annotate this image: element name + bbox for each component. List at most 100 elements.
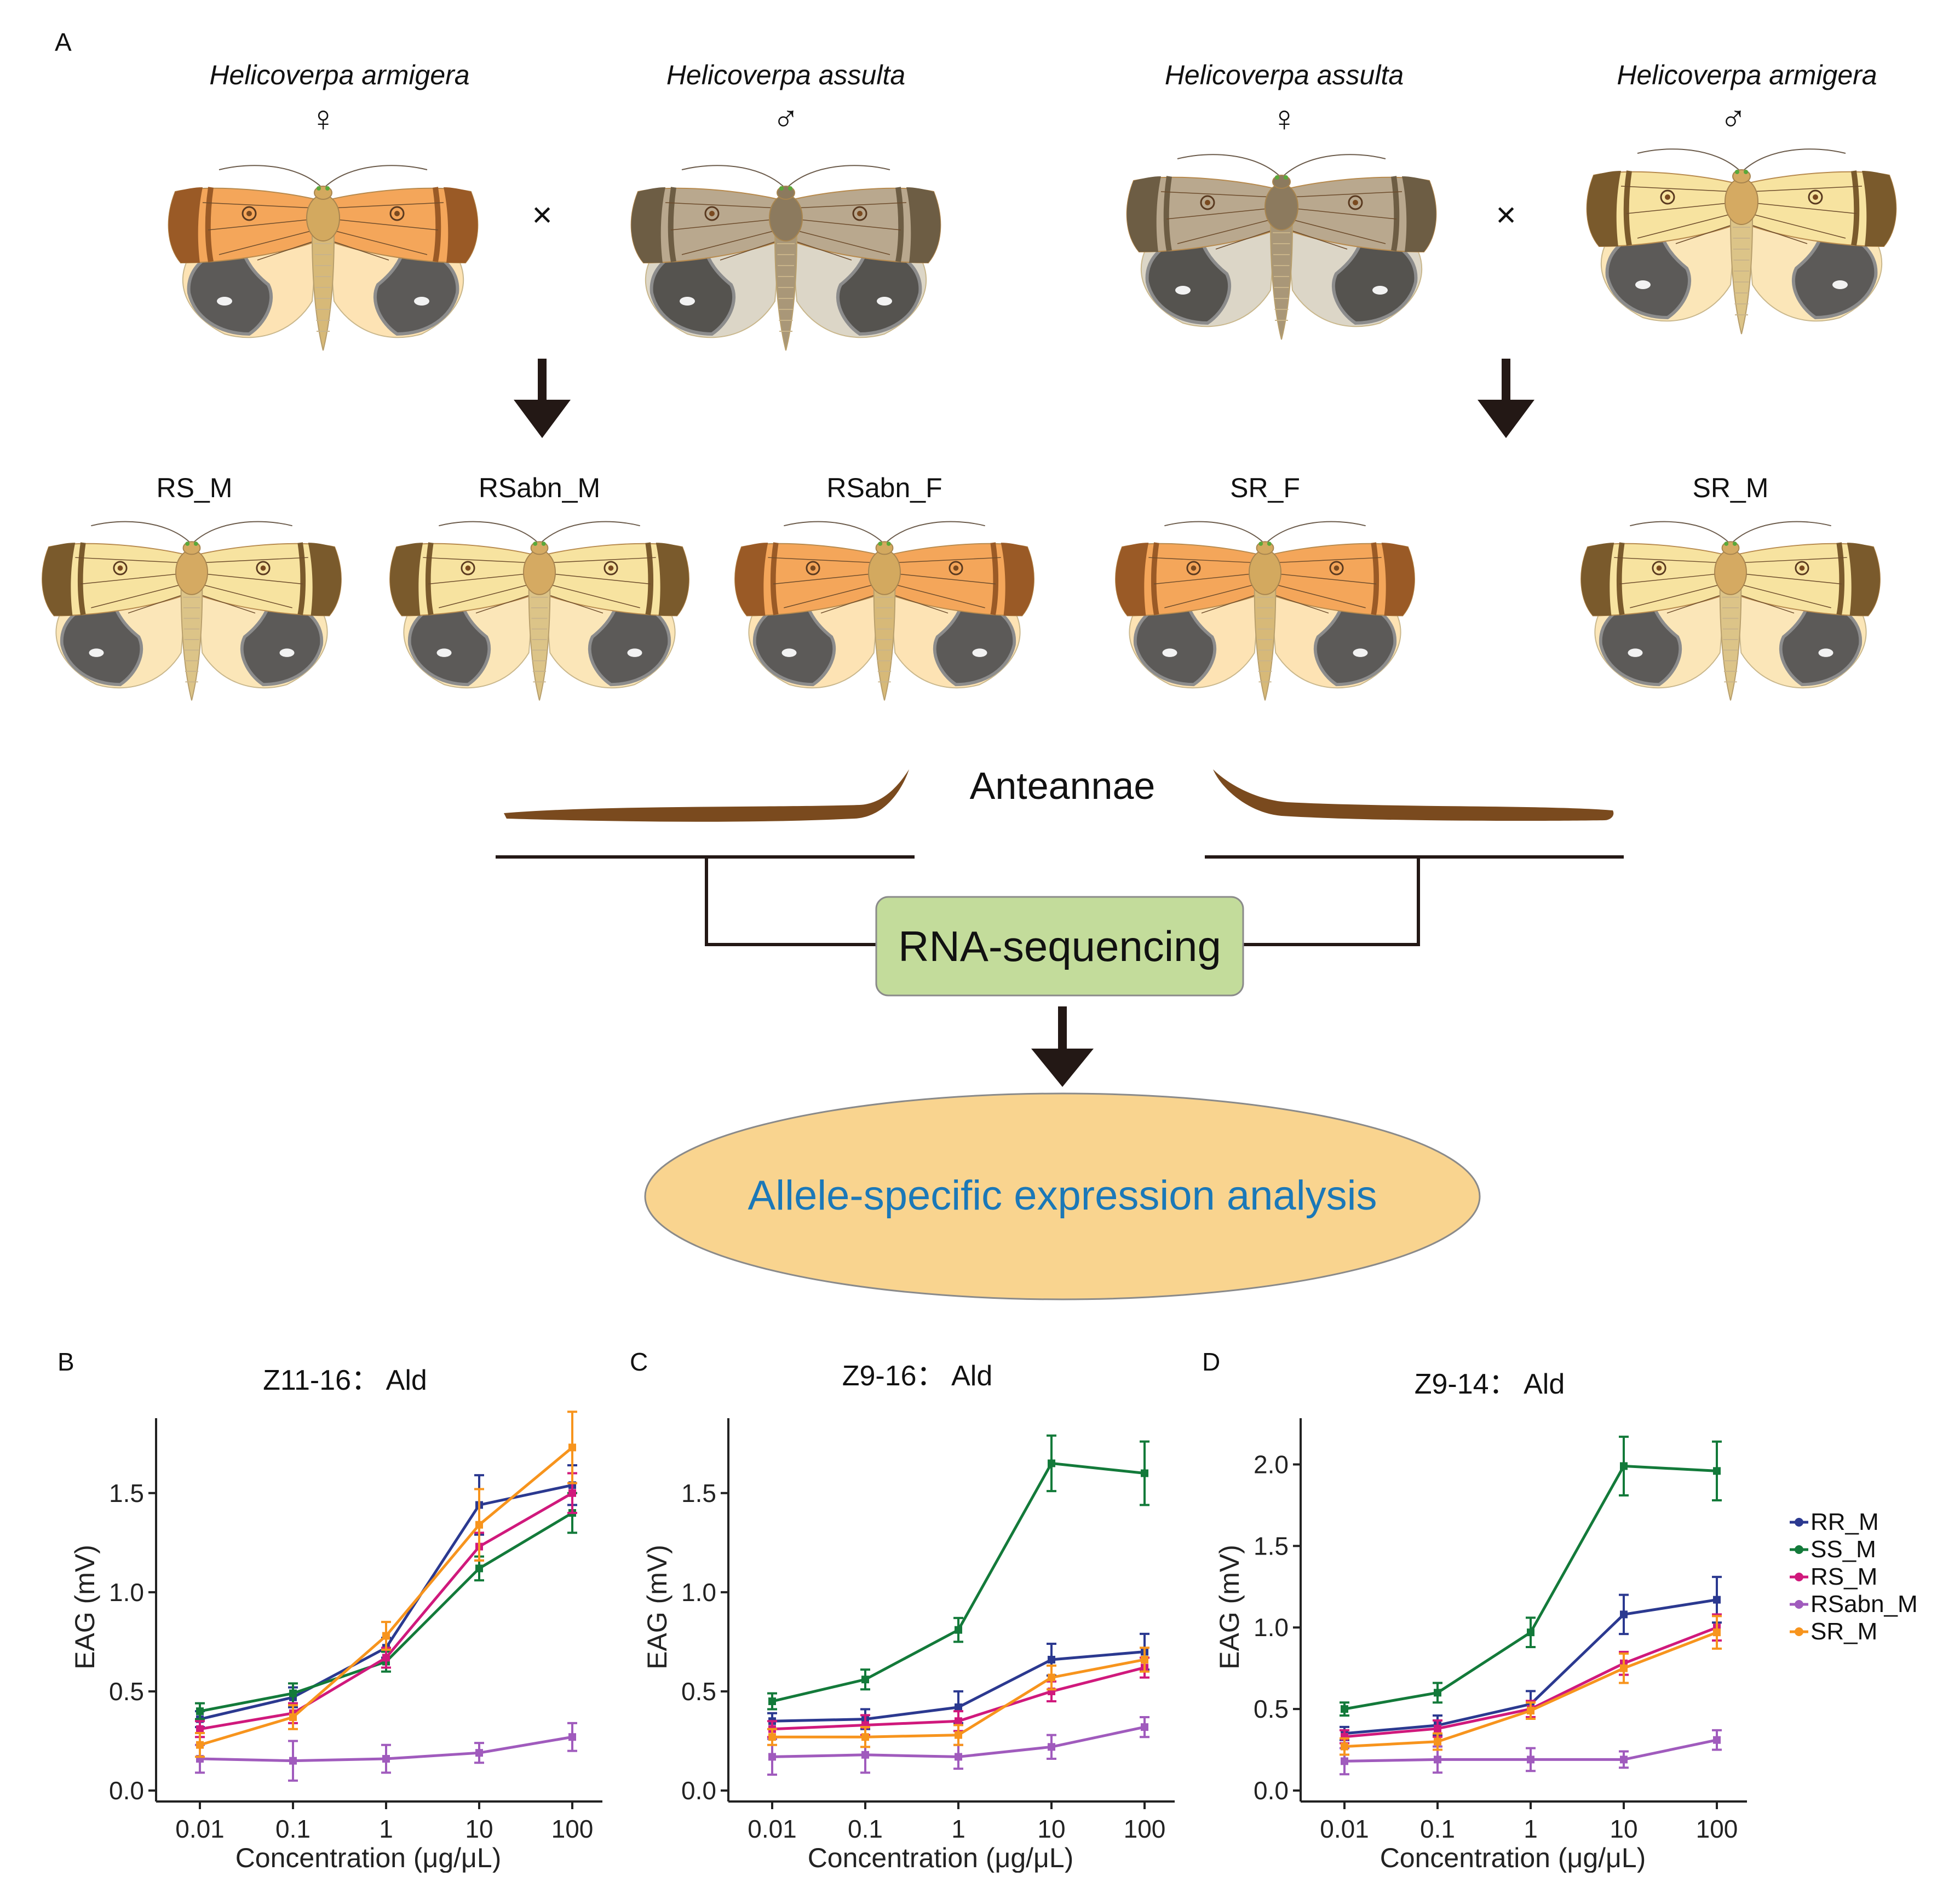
data-point — [1713, 1628, 1721, 1637]
data-point — [1434, 1724, 1441, 1732]
data-point — [1434, 1689, 1441, 1697]
series-line — [199, 1511, 573, 1713]
series-rs-m — [195, 1472, 577, 1739]
y-axis-label: EAG (mV) — [1214, 1545, 1245, 1670]
workflow-diagram — [496, 769, 1624, 1300]
legend: RR_M SS_M RS_M RSabn_M SR_M — [1790, 1509, 1954, 1645]
legend-item: RS_M — [1790, 1563, 1954, 1591]
data-point — [382, 1654, 390, 1662]
moth-illustration — [1580, 521, 1881, 701]
x-axis-label: Concentration (μg/μL) — [808, 1843, 1074, 1873]
moth-illustration — [734, 521, 1034, 701]
y-tick-label: 1.0 — [109, 1578, 144, 1607]
data-point — [289, 1713, 297, 1721]
y-tick-label: 1.0 — [1254, 1613, 1289, 1642]
data-point — [1141, 1655, 1148, 1663]
data-point — [1713, 1736, 1721, 1744]
data-point — [382, 1632, 390, 1640]
data-point — [475, 1749, 483, 1757]
series-rsabn-m — [1340, 1729, 1722, 1776]
offspring-label: SR_M — [1692, 473, 1769, 503]
data-point — [768, 1753, 776, 1761]
series-ss-m — [195, 1492, 577, 1720]
chart-title: Z9-14： Ald — [1414, 1368, 1565, 1400]
series-line — [1344, 1464, 1717, 1711]
x-tick-label: 1 — [379, 1815, 393, 1843]
y-tick-label: 1.5 — [1254, 1532, 1289, 1560]
legend-swatch — [1790, 1627, 1808, 1636]
y-tick-label: 0.0 — [109, 1776, 144, 1805]
series-sr-m — [195, 1411, 577, 1758]
y-tick-label: 0.5 — [109, 1677, 144, 1706]
data-point — [475, 1521, 483, 1529]
x-tick-label: 1 — [951, 1815, 965, 1843]
data-point — [1048, 1743, 1055, 1751]
analysis-label: Allele-specific expression analysis — [748, 1172, 1377, 1219]
data-point — [196, 1707, 204, 1716]
legend-swatch — [1790, 1573, 1808, 1581]
data-point — [475, 1564, 483, 1573]
data-point — [861, 1751, 869, 1759]
data-point — [1341, 1757, 1348, 1765]
x-tick-label: 10 — [465, 1815, 493, 1843]
data-point — [1620, 1610, 1628, 1619]
x-tick-label: 0.01 — [748, 1815, 797, 1843]
method-label: RNA-sequencing — [898, 922, 1221, 970]
y-tick-label: 0.0 — [1254, 1776, 1289, 1805]
y-axis-label: EAG (mV) — [70, 1545, 100, 1670]
offspring-label: SR_F — [1230, 473, 1300, 503]
data-point — [1141, 1723, 1148, 1731]
data-point — [768, 1697, 776, 1706]
data-point — [196, 1725, 204, 1733]
legend-label: SS_M — [1810, 1536, 1876, 1563]
data-point — [768, 1733, 776, 1741]
eag-chart-c: 0.0 0.5 1.0 1.5 0.01 0.1 1 10 100 Concentration (… — [642, 1418, 1175, 1873]
moth-illustration — [1115, 521, 1415, 701]
series-ss-m — [1340, 1435, 1722, 1717]
y-tick-label: 1.5 — [109, 1479, 144, 1507]
male-symbol: ♂ — [772, 98, 800, 139]
legend-swatch — [1790, 1518, 1808, 1527]
legend-item: SS_M — [1790, 1536, 1954, 1563]
parent-species-label: Helicoverpa assulta — [666, 60, 906, 90]
chart-title: Z9-16： Ald — [842, 1360, 993, 1392]
data-point — [861, 1676, 869, 1684]
male-symbol: ♂ — [1720, 98, 1747, 139]
data-point — [1434, 1755, 1441, 1764]
series-sr-m — [1340, 1615, 1722, 1756]
x-axis-label: Concentration (μg/μL) — [235, 1843, 502, 1873]
x-tick-label: 0.1 — [848, 1815, 883, 1843]
offspring-label: RS_M — [156, 473, 233, 503]
x-tick-label: 10 — [1610, 1815, 1637, 1843]
data-point — [568, 1443, 576, 1452]
data-point — [1527, 1755, 1534, 1764]
panel-d-letter: D — [1202, 1348, 1221, 1376]
data-point — [1713, 1596, 1721, 1604]
legend-label: SR_M — [1810, 1618, 1878, 1645]
panel-a-letter: A — [55, 28, 72, 56]
chart-title: Z11-16： Ald — [263, 1365, 427, 1396]
x-tick-label: 0.01 — [1320, 1815, 1369, 1843]
series-line — [199, 1483, 573, 1721]
data-point — [1434, 1737, 1441, 1746]
moth-illustration — [630, 165, 941, 351]
data-point — [861, 1733, 869, 1741]
antenna-right-icon — [1213, 769, 1614, 821]
parent-species-label: Helicoverpa assulta — [1164, 60, 1404, 90]
data-point — [568, 1489, 576, 1497]
panel-b-letter: B — [58, 1348, 74, 1376]
legend-label: RSabn_M — [1810, 1591, 1918, 1618]
x-tick-label: 10 — [1037, 1815, 1065, 1843]
data-point — [1341, 1742, 1348, 1751]
legend-item: RR_M — [1790, 1509, 1954, 1536]
y-tick-label: 0.5 — [1254, 1695, 1289, 1723]
offspring-label: RSabn_M — [478, 473, 601, 503]
y-tick-label: 2.0 — [1254, 1450, 1289, 1478]
data-point — [382, 1755, 390, 1763]
female-symbol: ♀ — [309, 98, 337, 139]
legend-swatch — [1790, 1545, 1808, 1554]
data-point — [1713, 1467, 1721, 1475]
y-tick-label: 0.5 — [681, 1677, 716, 1706]
legend-item: SR_M — [1790, 1618, 1954, 1645]
parent-species-label: Helicoverpa armigera — [1617, 60, 1877, 90]
